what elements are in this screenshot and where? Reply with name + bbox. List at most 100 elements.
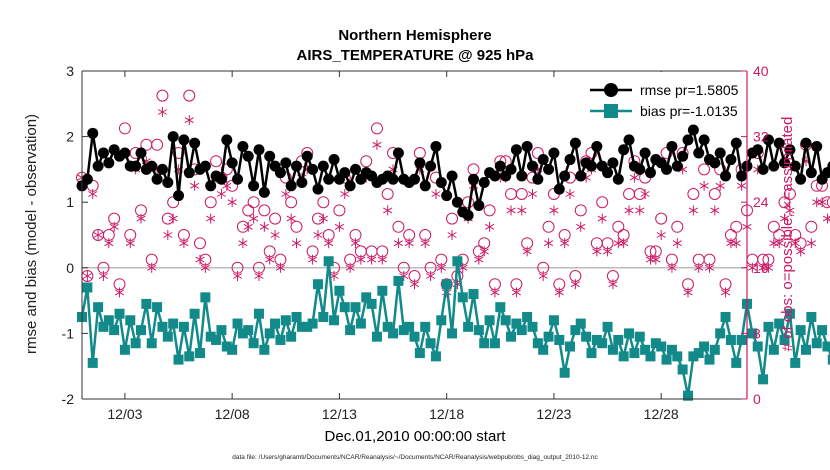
rmse-point bbox=[821, 167, 830, 179]
asterisk-stroke bbox=[184, 117, 194, 124]
rmse-point bbox=[607, 157, 619, 169]
obs-assimilated-marker bbox=[367, 254, 377, 265]
asterisk-stroke bbox=[404, 240, 414, 247]
y-right-tick-label: 40 bbox=[753, 63, 769, 79]
bias-point bbox=[184, 351, 195, 362]
bias-point bbox=[361, 292, 372, 303]
bias-point bbox=[640, 344, 651, 355]
bias-point bbox=[699, 341, 710, 352]
y-left-tick-label: 2 bbox=[66, 129, 74, 145]
rmse-point bbox=[779, 157, 791, 169]
bias-point bbox=[93, 302, 104, 313]
obs-assimilated-marker bbox=[114, 287, 125, 298]
asterisk-stroke bbox=[694, 264, 704, 271]
rmse-point bbox=[173, 190, 185, 202]
bias-point bbox=[506, 331, 517, 342]
asterisk-stroke bbox=[763, 264, 774, 271]
obs-possible-marker bbox=[285, 196, 298, 209]
y-left-tick-label: -1 bbox=[62, 325, 75, 341]
obs-assimilated-marker bbox=[383, 205, 393, 216]
bias-point bbox=[495, 302, 506, 313]
bias-point bbox=[822, 341, 830, 352]
rmse-point bbox=[553, 183, 565, 195]
bias-point bbox=[559, 367, 570, 378]
bias-point bbox=[548, 315, 559, 326]
obs-assimilated-marker bbox=[715, 180, 725, 191]
bias-point bbox=[693, 348, 704, 359]
axes: -2 -1 0 1 2 3 0 8 16 24 32 40 12/03 12/08 12/13 12/18 12… bbox=[62, 63, 769, 422]
bias-point bbox=[607, 344, 618, 355]
obs-possible-marker bbox=[783, 188, 796, 200]
rmse-point bbox=[151, 173, 163, 185]
obs-possible-marker bbox=[698, 163, 711, 176]
obs-possible-marker bbox=[210, 155, 223, 168]
rmse-point bbox=[666, 140, 678, 152]
bias-point bbox=[688, 351, 699, 362]
rmse-point bbox=[264, 150, 276, 162]
rmse-point bbox=[146, 160, 158, 172]
bias-point bbox=[168, 318, 179, 329]
rmse-point bbox=[548, 147, 560, 159]
asterisk-stroke bbox=[206, 215, 216, 222]
obs-assimilated-marker bbox=[474, 254, 484, 265]
bias-point bbox=[731, 357, 742, 368]
asterisk-stroke bbox=[747, 264, 757, 271]
obs-possible-marker bbox=[778, 196, 791, 209]
obs-assimilated-marker bbox=[104, 238, 114, 249]
rmse-point bbox=[419, 180, 431, 192]
rmse-point bbox=[296, 177, 308, 189]
bias-point bbox=[345, 325, 356, 336]
bias-point bbox=[141, 298, 152, 309]
bias-point bbox=[586, 348, 597, 359]
bias-point bbox=[473, 325, 484, 336]
bias-point bbox=[752, 341, 763, 352]
obs-possible-marker bbox=[392, 220, 405, 233]
rmse-point bbox=[339, 167, 351, 179]
bias-point bbox=[253, 308, 264, 319]
rmse-point bbox=[87, 127, 99, 139]
obs-assimilated-marker bbox=[511, 287, 521, 298]
obs-possible-marker bbox=[317, 196, 330, 209]
obs-possible-marker bbox=[446, 212, 459, 225]
obs-possible-marker bbox=[204, 196, 217, 209]
rmse-point bbox=[569, 137, 581, 149]
asterisk-stroke bbox=[249, 215, 259, 222]
obs-assimilated-marker bbox=[549, 205, 559, 216]
rmse-point bbox=[156, 163, 168, 175]
legend-bias-label: bias pr=-1.0135 bbox=[640, 103, 738, 119]
rmse-point bbox=[827, 161, 830, 171]
asterisk-stroke bbox=[334, 223, 344, 230]
asterisk-stroke bbox=[393, 240, 403, 247]
bias-point bbox=[800, 344, 811, 355]
bias-point bbox=[87, 357, 98, 368]
asterisk-stroke bbox=[367, 256, 377, 263]
rmse-point bbox=[795, 173, 807, 185]
rmse-point bbox=[516, 170, 528, 182]
bias-point bbox=[334, 285, 345, 296]
rmse-point bbox=[242, 150, 254, 162]
rmse-point bbox=[425, 160, 437, 172]
obs-assimilated-marker bbox=[747, 262, 757, 273]
obs-assimilated-marker bbox=[318, 213, 328, 224]
bias-point bbox=[425, 338, 436, 349]
bias-point bbox=[704, 354, 715, 365]
rmse-point bbox=[92, 160, 104, 172]
obs-assimilated-marker bbox=[340, 189, 350, 199]
asterisk-stroke bbox=[704, 264, 715, 271]
bias-point bbox=[736, 334, 747, 345]
asterisk-stroke bbox=[82, 273, 92, 279]
obs-assimilated-marker bbox=[522, 246, 532, 257]
asterisk-stroke bbox=[163, 232, 173, 238]
rmse-point bbox=[307, 163, 319, 175]
bias-point bbox=[811, 338, 822, 349]
obs-assimilated-marker bbox=[790, 238, 800, 249]
asterisk-stroke bbox=[608, 281, 618, 288]
asterisk-stroke bbox=[222, 182, 232, 189]
legend: rmse pr=1.5805 bias pr=-1.0135 bbox=[585, 72, 745, 124]
bias-point bbox=[82, 282, 93, 293]
obs-assimilated-marker bbox=[377, 254, 387, 265]
asterisk-stroke bbox=[720, 289, 731, 296]
asterisk-stroke bbox=[640, 191, 650, 197]
rmse-point bbox=[725, 154, 737, 166]
